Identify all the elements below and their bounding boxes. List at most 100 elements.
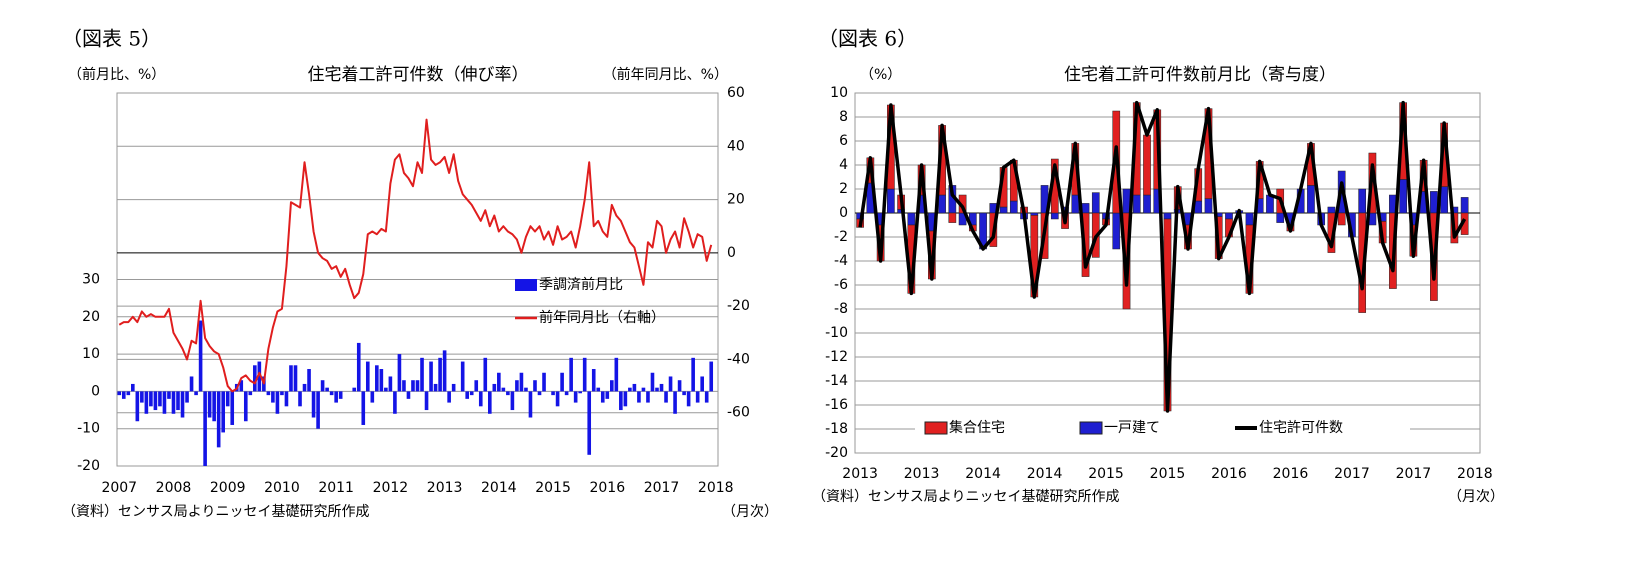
bar — [352, 387, 357, 392]
bar — [907, 212, 916, 226]
legend-label: 一戸建て — [1104, 420, 1160, 436]
bar — [121, 391, 126, 399]
y-tick-label: 6 — [839, 133, 848, 149]
legend-swatch — [1079, 421, 1103, 435]
bar — [1071, 194, 1080, 214]
x-tick-label: 2009 — [210, 480, 246, 496]
bar — [384, 387, 388, 392]
y2-tick-label: -20 — [727, 298, 750, 314]
bar — [1132, 194, 1141, 214]
bar — [379, 369, 384, 392]
bar — [600, 391, 605, 403]
bar — [465, 391, 470, 399]
bar — [243, 391, 248, 422]
bar — [524, 387, 528, 392]
bar — [1225, 212, 1233, 220]
y-tick-label: -2 — [834, 229, 848, 245]
bar — [596, 387, 601, 392]
x-tick-label: 2011 — [318, 480, 354, 496]
bar — [334, 391, 338, 403]
bar — [1430, 191, 1438, 214]
bar — [646, 391, 650, 403]
y-tick-label: 2 — [839, 181, 848, 197]
bar — [542, 372, 546, 392]
bar — [1143, 134, 1151, 196]
x-tick-label: 2016 — [1211, 466, 1247, 482]
bar — [135, 391, 140, 422]
x-tick-label: 2015 — [1150, 466, 1186, 482]
x-tick-label: 2016 — [1273, 466, 1309, 482]
bar — [628, 387, 632, 392]
bar — [438, 357, 442, 392]
x-tick-label: 2012 — [373, 480, 409, 496]
bar — [298, 391, 302, 407]
bar — [320, 380, 325, 392]
y-tick-label: -20 — [77, 458, 100, 474]
bar — [709, 361, 714, 392]
bar — [266, 391, 271, 396]
bar — [149, 391, 153, 407]
bar — [492, 383, 497, 392]
source: （資料）センサス局よりニッセイ基礎研究所作成 — [812, 488, 1119, 505]
bar — [253, 365, 257, 392]
bar — [655, 387, 659, 392]
bar — [1399, 179, 1407, 214]
y-tick-label: 30 — [82, 272, 100, 288]
bar — [307, 369, 311, 392]
y-tick-label: -16 — [825, 397, 848, 413]
y-tick-label: -10 — [77, 421, 100, 437]
y-tick-label: 20 — [82, 309, 100, 325]
source: （資料）センサス局よりニッセイ基礎研究所作成 — [62, 503, 369, 520]
legend-label: 集合住宅 — [949, 419, 1005, 436]
legend-label: 住宅許可件数 — [1259, 420, 1343, 436]
line — [858, 100, 1467, 413]
bar — [632, 383, 637, 392]
bar — [673, 391, 677, 414]
bar — [1030, 212, 1039, 216]
line — [118, 118, 713, 393]
figure-label: （図表 6） — [818, 27, 917, 51]
x-tick-label: 2017 — [1396, 466, 1432, 482]
x-tick-label: 2013 — [904, 466, 940, 482]
bar — [1050, 212, 1059, 220]
bar — [519, 372, 524, 392]
bar — [677, 380, 682, 392]
x-tick-label: 2014 — [481, 480, 517, 496]
bar — [131, 383, 135, 392]
bar — [257, 361, 262, 392]
bar — [126, 391, 131, 396]
bar — [460, 361, 465, 392]
bar — [361, 391, 366, 425]
bar — [316, 391, 320, 429]
bar — [569, 357, 573, 392]
y2-tick-label: 40 — [727, 138, 745, 154]
bar — [614, 357, 619, 392]
bar — [248, 391, 253, 396]
bar — [999, 206, 1008, 214]
y-tick-label: 0 — [91, 383, 100, 399]
bar — [573, 391, 578, 403]
bar — [212, 391, 216, 422]
bar — [194, 391, 198, 396]
bar — [402, 380, 406, 392]
bar — [162, 391, 167, 414]
bar — [497, 372, 501, 392]
bar — [1337, 212, 1346, 226]
bar — [474, 380, 479, 392]
bar — [230, 391, 235, 425]
x-tick-label: 2016 — [589, 480, 625, 496]
bar — [659, 383, 664, 392]
bar — [610, 380, 614, 392]
x-tick-label: 2015 — [535, 480, 571, 496]
y2-tick-label: 20 — [727, 192, 745, 208]
bar — [176, 391, 180, 411]
x-tick-label: 2013 — [427, 480, 463, 496]
y-tick-label: -14 — [825, 373, 848, 389]
figure-label: （図表 5） — [62, 27, 161, 51]
bar — [564, 391, 569, 396]
bar — [370, 391, 375, 403]
x-tick-label: 2018 — [698, 480, 734, 496]
bar — [501, 387, 506, 392]
